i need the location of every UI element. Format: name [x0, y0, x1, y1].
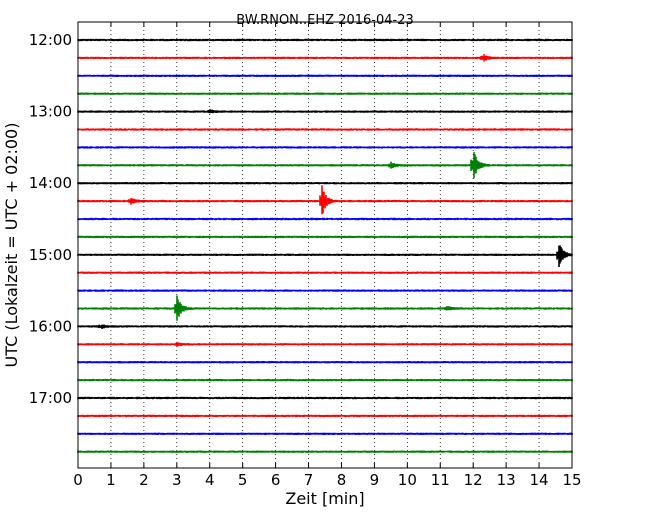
trace-line	[77, 361, 573, 364]
y-tick-label: 12:00	[29, 31, 72, 49]
x-axis: 0 1 2 3 4 5 6 7 8 9 10 11 12 13 14 15	[73, 22, 582, 489]
y-tick-label: 17:00	[29, 389, 72, 407]
x-tick-label: 8	[337, 471, 347, 489]
trace-line	[77, 432, 573, 435]
y-axis: 12:00 13:00 14:00 15:00 16:00 17:00	[29, 31, 572, 407]
trace-line	[77, 54, 573, 62]
trace-line	[77, 235, 573, 239]
y-axis-label: UTC (Lokalzeit = UTC + 02:00)	[2, 123, 21, 368]
x-tick-label: 0	[73, 471, 83, 489]
x-tick-label: 7	[304, 471, 314, 489]
trace-line	[77, 92, 573, 95]
trace-line	[77, 146, 573, 149]
trace-line	[77, 414, 573, 418]
x-tick-label: 9	[370, 471, 380, 489]
trace-line	[77, 185, 573, 215]
x-tick-label: 5	[238, 471, 248, 489]
trace-line	[77, 74, 573, 77]
trace-line	[77, 152, 573, 179]
x-tick-label: 4	[205, 471, 215, 489]
plot-frame	[77, 21, 573, 469]
trace-line	[77, 182, 573, 185]
y-tick-label: 16:00	[29, 317, 72, 335]
y-tick-label: 15:00	[29, 246, 72, 264]
trace-line	[77, 396, 573, 400]
y-tick-label: 13:00	[29, 103, 72, 121]
trace-line	[77, 109, 573, 114]
trace-line	[77, 271, 573, 274]
x-tick-label: 13	[497, 471, 516, 489]
trace-line	[77, 128, 573, 131]
vertical-grid	[110, 22, 540, 468]
trace-line	[77, 38, 573, 42]
x-tick-label: 6	[271, 471, 281, 489]
x-tick-label: 15	[562, 471, 581, 489]
trace-line	[77, 450, 573, 453]
x-tick-label: 12	[464, 471, 483, 489]
trace-line	[77, 245, 573, 267]
trace-line	[77, 378, 573, 382]
trace-line	[77, 217, 573, 221]
chart-title: BW.RNON..EHZ 2016-04-23	[236, 13, 414, 28]
x-tick-label: 11	[431, 471, 450, 489]
y-tick-label: 14:00	[29, 174, 72, 192]
x-tick-label: 3	[172, 471, 182, 489]
trace-line	[77, 289, 573, 292]
trace-line	[77, 324, 573, 329]
x-tick-label: 14	[530, 471, 549, 489]
x-tick-label: 2	[139, 471, 149, 489]
trace-line	[77, 342, 573, 347]
trace-line	[77, 295, 573, 321]
x-tick-label: 1	[106, 471, 116, 489]
seismic-traces	[77, 38, 573, 453]
x-tick-label: 10	[398, 471, 417, 489]
x-axis-label: Zeit [min]	[285, 489, 364, 508]
